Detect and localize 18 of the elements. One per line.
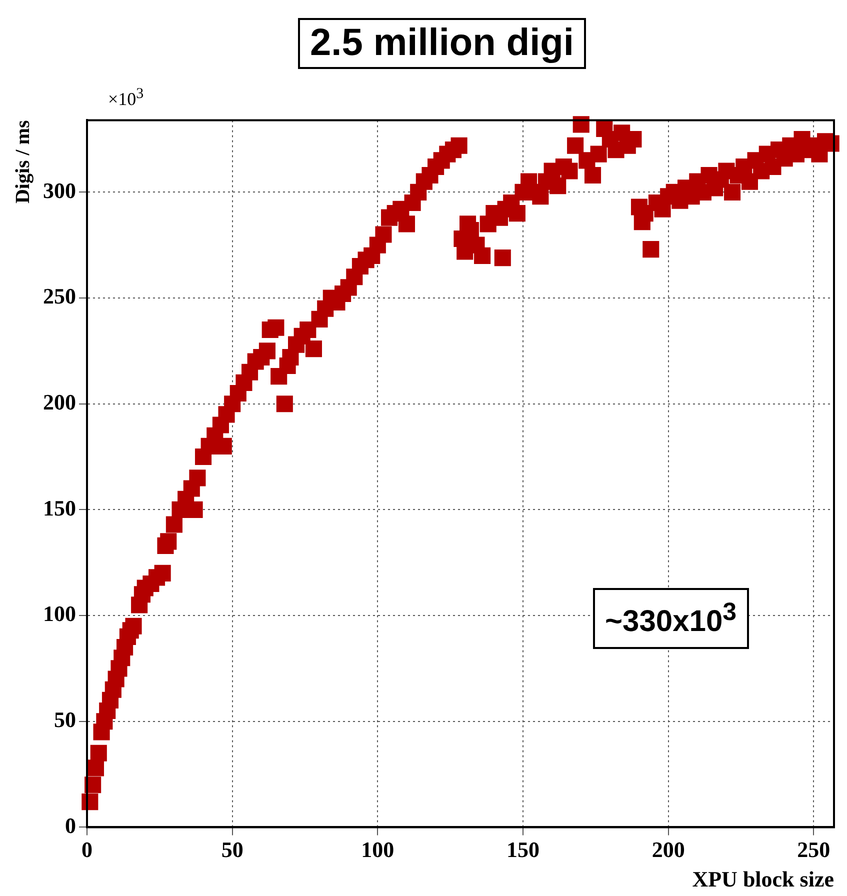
x-tick-label: 150 — [506, 837, 540, 862]
x-tick-label: 0 — [82, 837, 92, 862]
y-tick-label: 100 — [43, 601, 76, 626]
chart-title: 2.5 million digi — [298, 18, 586, 69]
y-tick-label: 0 — [65, 812, 76, 838]
x-tick-label: 200 — [652, 837, 685, 862]
x-axis-title: XPU block size — [692, 866, 834, 892]
y-tick-label: 50 — [54, 707, 76, 732]
y-axis-title: Digis / ms — [12, 120, 34, 204]
y-tick-label: 150 — [43, 495, 76, 520]
y-tick-label: 300 — [43, 178, 76, 203]
y-tick-label: 250 — [43, 284, 76, 309]
annotation: ~330x10$^{3}$ — [593, 588, 749, 649]
x-tick-label: 250 — [797, 837, 830, 862]
x-tick-label: 50 — [221, 837, 244, 862]
y-tick-label: 200 — [43, 390, 76, 415]
text: ×10$^{3}$ — [108, 86, 144, 110]
x-tick-label: 100 — [361, 837, 394, 862]
